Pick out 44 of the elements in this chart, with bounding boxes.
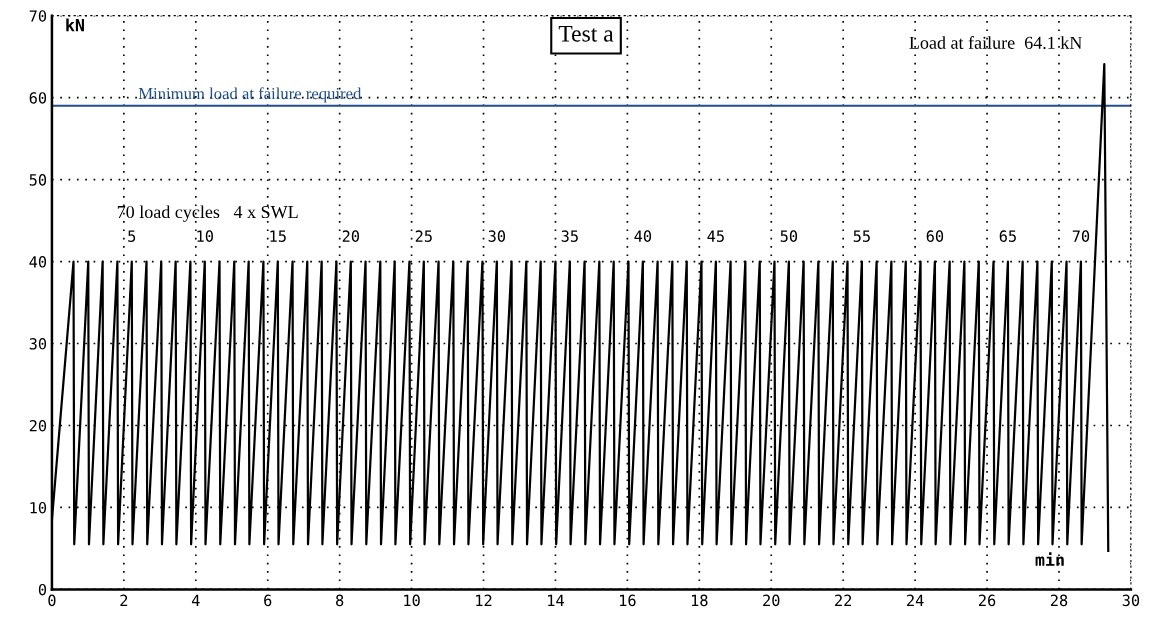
x-tick-label: 30 [1122,594,1140,607]
annotation: 25 [415,230,432,242]
y-tick-label: 0 [38,583,47,596]
x-tick-label: 14 [548,594,564,606]
annotation: 45 [707,230,724,242]
y-tick-label: 20 [29,419,47,432]
x-tick-label: 4 [191,594,200,606]
x-tick-label: 10 [404,594,420,607]
annotation: 35 [561,230,578,242]
x-tick-label: 20 [763,594,780,607]
y-tick-label: 30 [29,338,47,350]
x-tick-label: 8 [336,594,344,607]
y-tick-label: 10 [30,501,47,514]
annotation: 70 load cycles 4 x SWL [117,205,298,222]
annotation: 70 [1072,230,1090,242]
annotation: 15 [270,230,286,242]
y-tick-label: 60 [29,92,47,104]
x-tick-label: 28 [1050,594,1068,607]
annotation: 30 [488,230,506,242]
annotation: 5 [128,230,136,242]
annotation: 60 [926,230,944,242]
annotation: 55 [853,230,870,242]
y-axis-title: kN [66,18,84,32]
x-tick-label: 26 [978,594,996,607]
annotation: Test a [558,25,614,42]
annotation: 50 [780,230,798,242]
x-tick-label: 24 [907,594,924,606]
y-tick-label: 50 [29,174,47,186]
y-tick-label: 40 [29,256,47,268]
annotation: 65 [999,230,1016,242]
x-axis-title: min [1035,552,1064,566]
annotation: 10 [197,230,213,242]
x-tick-label: 6 [264,594,272,607]
x-tick-label: 18 [691,594,708,607]
x-tick-label: 16 [620,594,636,607]
x-tick-label: 2 [120,594,128,606]
annotation: 40 [634,230,652,242]
annotation: 20 [342,230,360,242]
x-tick-label: 22 [835,594,852,606]
ref-line-label: Minimum load at failure required [138,87,362,103]
annotation: Load at failure 64.1 kN [909,35,1082,49]
y-tick-label: 70 [29,10,47,22]
x-tick-label: 12 [476,594,492,606]
x-tick-label: 0 [48,594,56,607]
